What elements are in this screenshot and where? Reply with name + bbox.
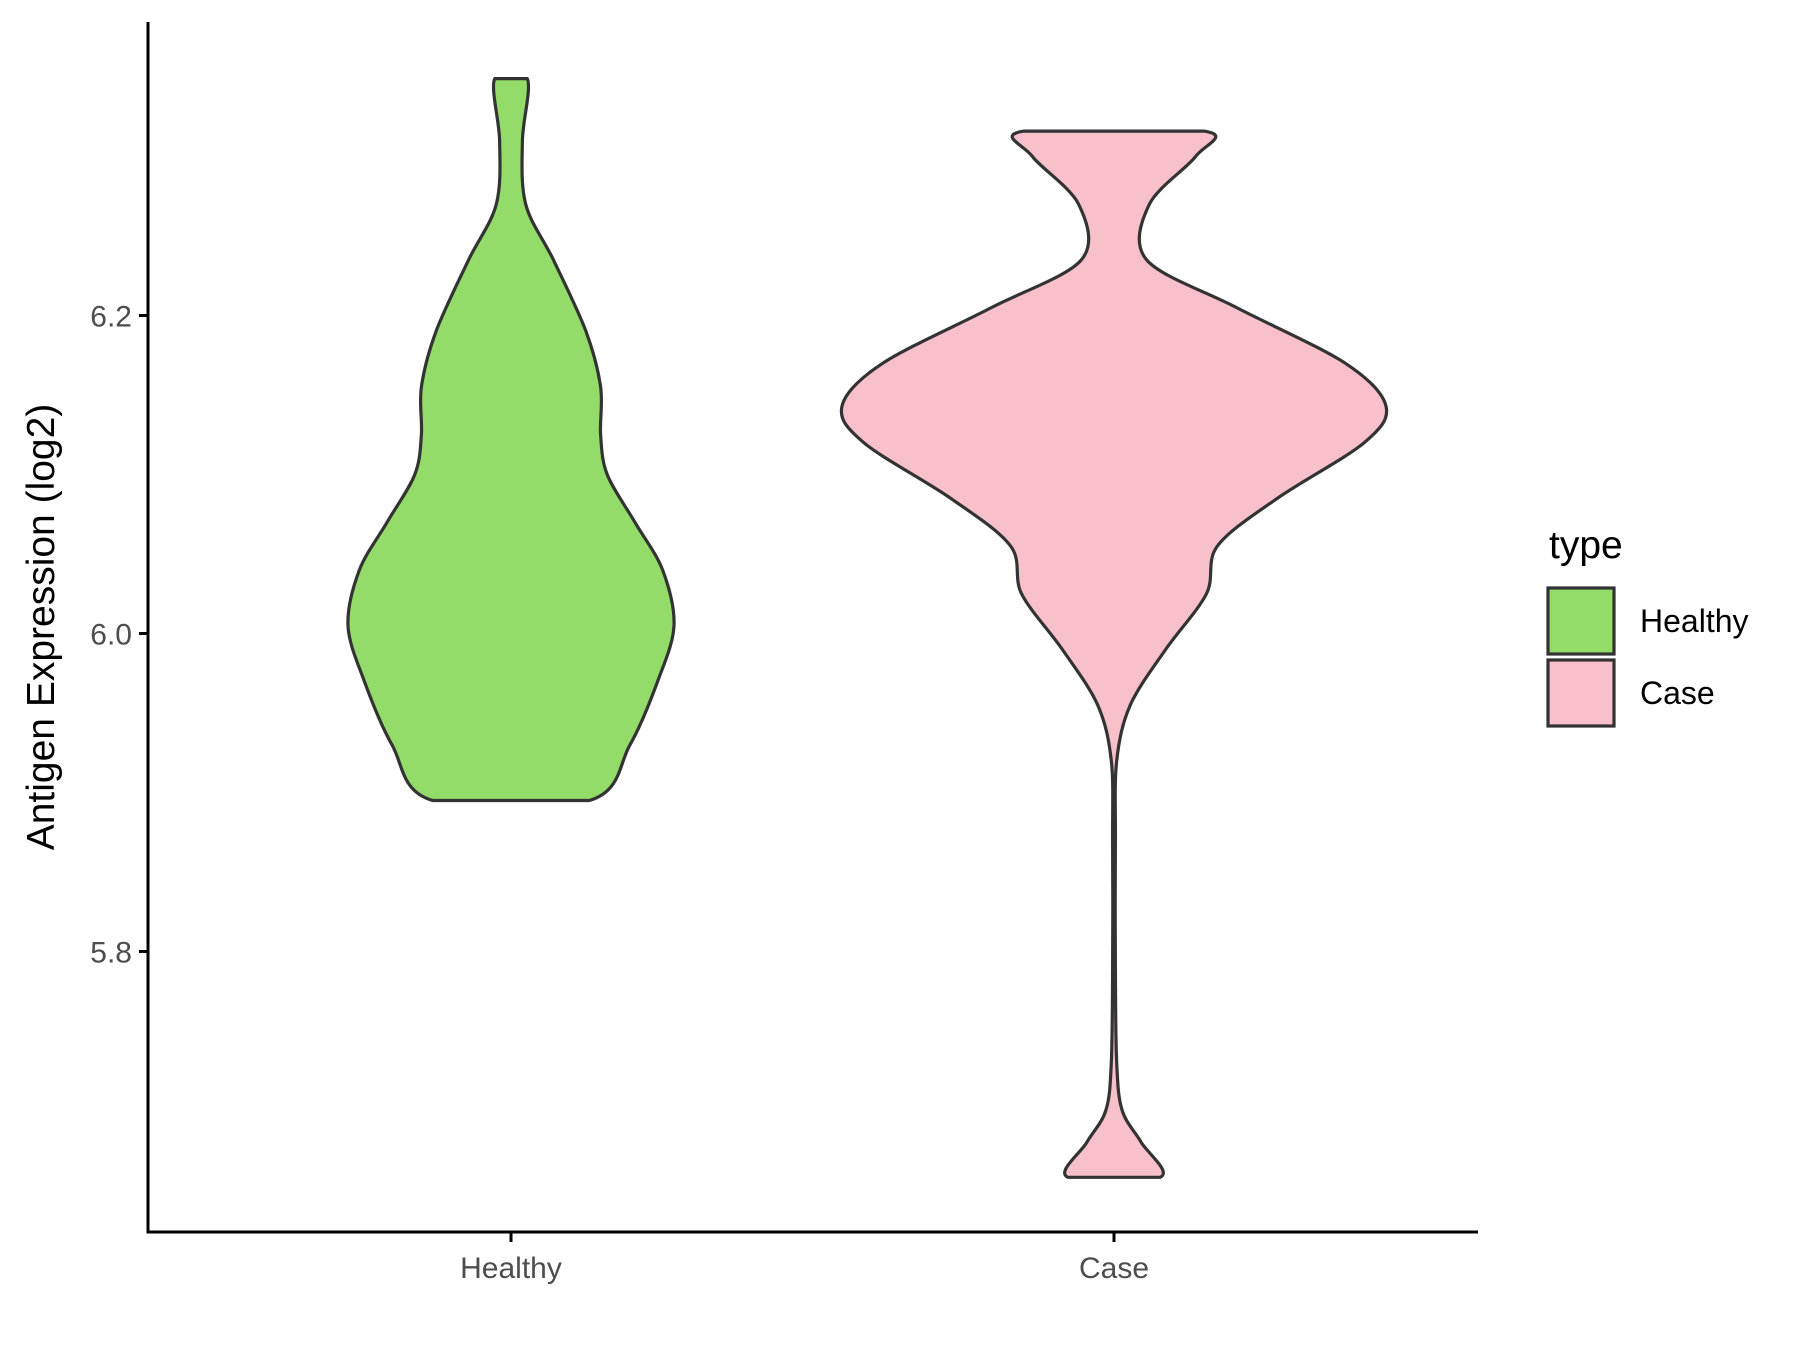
y-tick-label: 6.0 bbox=[90, 619, 132, 652]
y-ticks: 5.8 6.0 6.2 bbox=[90, 301, 148, 970]
y-tick-label: 6.2 bbox=[90, 301, 132, 334]
legend-entries: Healthy Case bbox=[1546, 586, 1749, 728]
legend: type Healthy Case bbox=[1546, 524, 1749, 728]
plot-area bbox=[346, 77, 1389, 1179]
x-tick-label: Healthy bbox=[460, 1252, 562, 1285]
x-tick-label: Case bbox=[1079, 1252, 1149, 1285]
legend-title: type bbox=[1549, 524, 1623, 567]
y-axis-title: Antigen Expression (log2) bbox=[20, 404, 63, 851]
violin-case bbox=[839, 129, 1389, 1179]
legend-key-healthy bbox=[1546, 586, 1616, 656]
x-ticks: Healthy Case bbox=[460, 1232, 1149, 1285]
axes bbox=[146, 22, 1478, 1234]
legend-label: Case bbox=[1640, 675, 1715, 711]
y-tick-label: 5.8 bbox=[90, 937, 132, 970]
violin-healthy bbox=[346, 77, 676, 803]
legend-key-case bbox=[1546, 658, 1616, 728]
legend-label: Healthy bbox=[1640, 603, 1749, 639]
